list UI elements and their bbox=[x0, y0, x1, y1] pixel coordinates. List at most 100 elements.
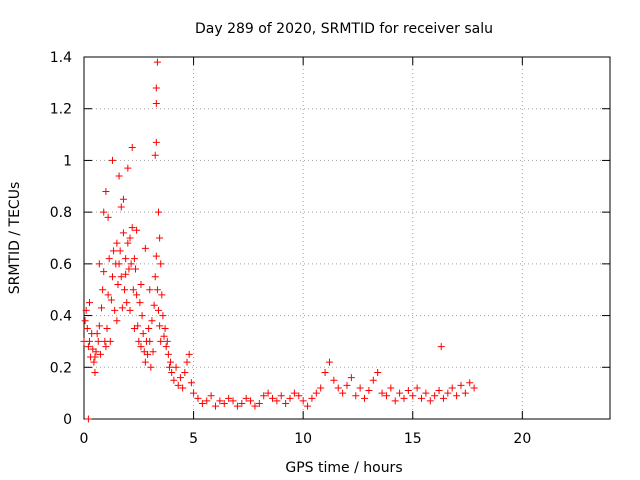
data-point bbox=[152, 84, 160, 92]
data-point bbox=[91, 368, 99, 376]
data-point bbox=[382, 392, 390, 400]
data-point bbox=[242, 394, 250, 402]
data-point bbox=[133, 226, 141, 234]
data-point bbox=[157, 260, 165, 268]
data-point bbox=[251, 402, 259, 410]
data-point bbox=[132, 265, 140, 273]
data-point bbox=[439, 394, 447, 402]
data-point bbox=[126, 306, 134, 314]
data-point bbox=[113, 239, 121, 247]
data-point bbox=[152, 100, 160, 108]
data-point bbox=[99, 286, 107, 294]
data-point bbox=[157, 337, 165, 345]
data-point bbox=[84, 415, 92, 423]
data-point bbox=[330, 376, 338, 384]
data-point bbox=[121, 286, 129, 294]
data-point bbox=[137, 281, 145, 289]
x-tick-label: 10 bbox=[294, 431, 312, 447]
data-point bbox=[198, 399, 206, 407]
data-point bbox=[139, 330, 147, 338]
data-point bbox=[356, 384, 364, 392]
data-point bbox=[160, 332, 168, 340]
data-point bbox=[164, 350, 172, 358]
data-point bbox=[418, 394, 426, 402]
data-point bbox=[148, 317, 156, 325]
data-point bbox=[134, 322, 142, 330]
data-point bbox=[128, 144, 136, 151]
data-point bbox=[181, 368, 189, 376]
data-point bbox=[203, 397, 211, 405]
data-point bbox=[91, 353, 99, 361]
y-tick-label: 0 bbox=[63, 412, 72, 428]
data-point bbox=[116, 247, 124, 255]
data-point bbox=[156, 322, 164, 330]
x-tick-labels: 0 5 10 15 20 bbox=[80, 431, 532, 447]
data-point bbox=[165, 363, 173, 371]
data-point bbox=[220, 399, 228, 407]
data-point bbox=[114, 281, 122, 289]
data-point bbox=[125, 265, 133, 273]
data-point bbox=[94, 337, 102, 345]
data-point bbox=[122, 255, 130, 263]
data-point bbox=[238, 399, 246, 407]
x-tick-label: 0 bbox=[80, 431, 89, 447]
data-point bbox=[282, 399, 290, 407]
data-point bbox=[273, 397, 281, 405]
data-point bbox=[163, 337, 171, 345]
data-point bbox=[225, 394, 233, 402]
data-point bbox=[161, 325, 169, 332]
data-point bbox=[453, 392, 461, 400]
data-point bbox=[396, 389, 404, 397]
data-point bbox=[102, 187, 110, 195]
data-point bbox=[103, 325, 111, 332]
data-point bbox=[312, 389, 320, 397]
data-point bbox=[264, 389, 272, 397]
data-point bbox=[95, 260, 103, 268]
data-point bbox=[255, 399, 263, 407]
data-point bbox=[117, 203, 125, 211]
data-point bbox=[129, 286, 137, 294]
data-point bbox=[334, 384, 342, 392]
data-point bbox=[304, 402, 312, 410]
data-point bbox=[119, 229, 127, 237]
data-point bbox=[325, 358, 333, 366]
data-point bbox=[111, 306, 119, 314]
data-point bbox=[136, 299, 144, 307]
data-point bbox=[444, 389, 452, 397]
data-point bbox=[123, 299, 131, 307]
data-point bbox=[145, 325, 153, 332]
grid bbox=[84, 57, 610, 419]
data-point bbox=[98, 304, 106, 312]
data-point bbox=[130, 255, 138, 263]
data-point bbox=[124, 164, 132, 172]
data-point bbox=[183, 358, 191, 366]
axis-ticks bbox=[83, 56, 610, 420]
data-point bbox=[185, 350, 193, 358]
data-point bbox=[216, 397, 224, 405]
data-point bbox=[317, 384, 325, 392]
data-point bbox=[229, 397, 237, 405]
data-point bbox=[104, 213, 112, 221]
y-tick-label: 1.2 bbox=[50, 102, 72, 118]
data-point bbox=[295, 392, 303, 400]
data-point bbox=[95, 322, 103, 330]
data-point bbox=[126, 234, 134, 242]
data-point bbox=[146, 337, 154, 345]
data-point bbox=[378, 389, 386, 397]
data-point bbox=[124, 239, 132, 247]
data-point bbox=[174, 381, 182, 389]
data-point bbox=[85, 337, 93, 345]
data-point bbox=[93, 330, 101, 338]
data-point bbox=[470, 384, 478, 392]
data-point bbox=[104, 291, 112, 299]
data-point bbox=[172, 363, 180, 371]
data-point bbox=[152, 252, 160, 260]
data-point bbox=[108, 156, 116, 164]
data-point bbox=[115, 260, 123, 268]
data-point bbox=[149, 348, 157, 356]
data-point bbox=[122, 270, 130, 278]
data-point bbox=[84, 343, 92, 351]
data-point bbox=[108, 273, 116, 281]
data-point bbox=[100, 268, 108, 276]
data-point bbox=[268, 394, 276, 402]
